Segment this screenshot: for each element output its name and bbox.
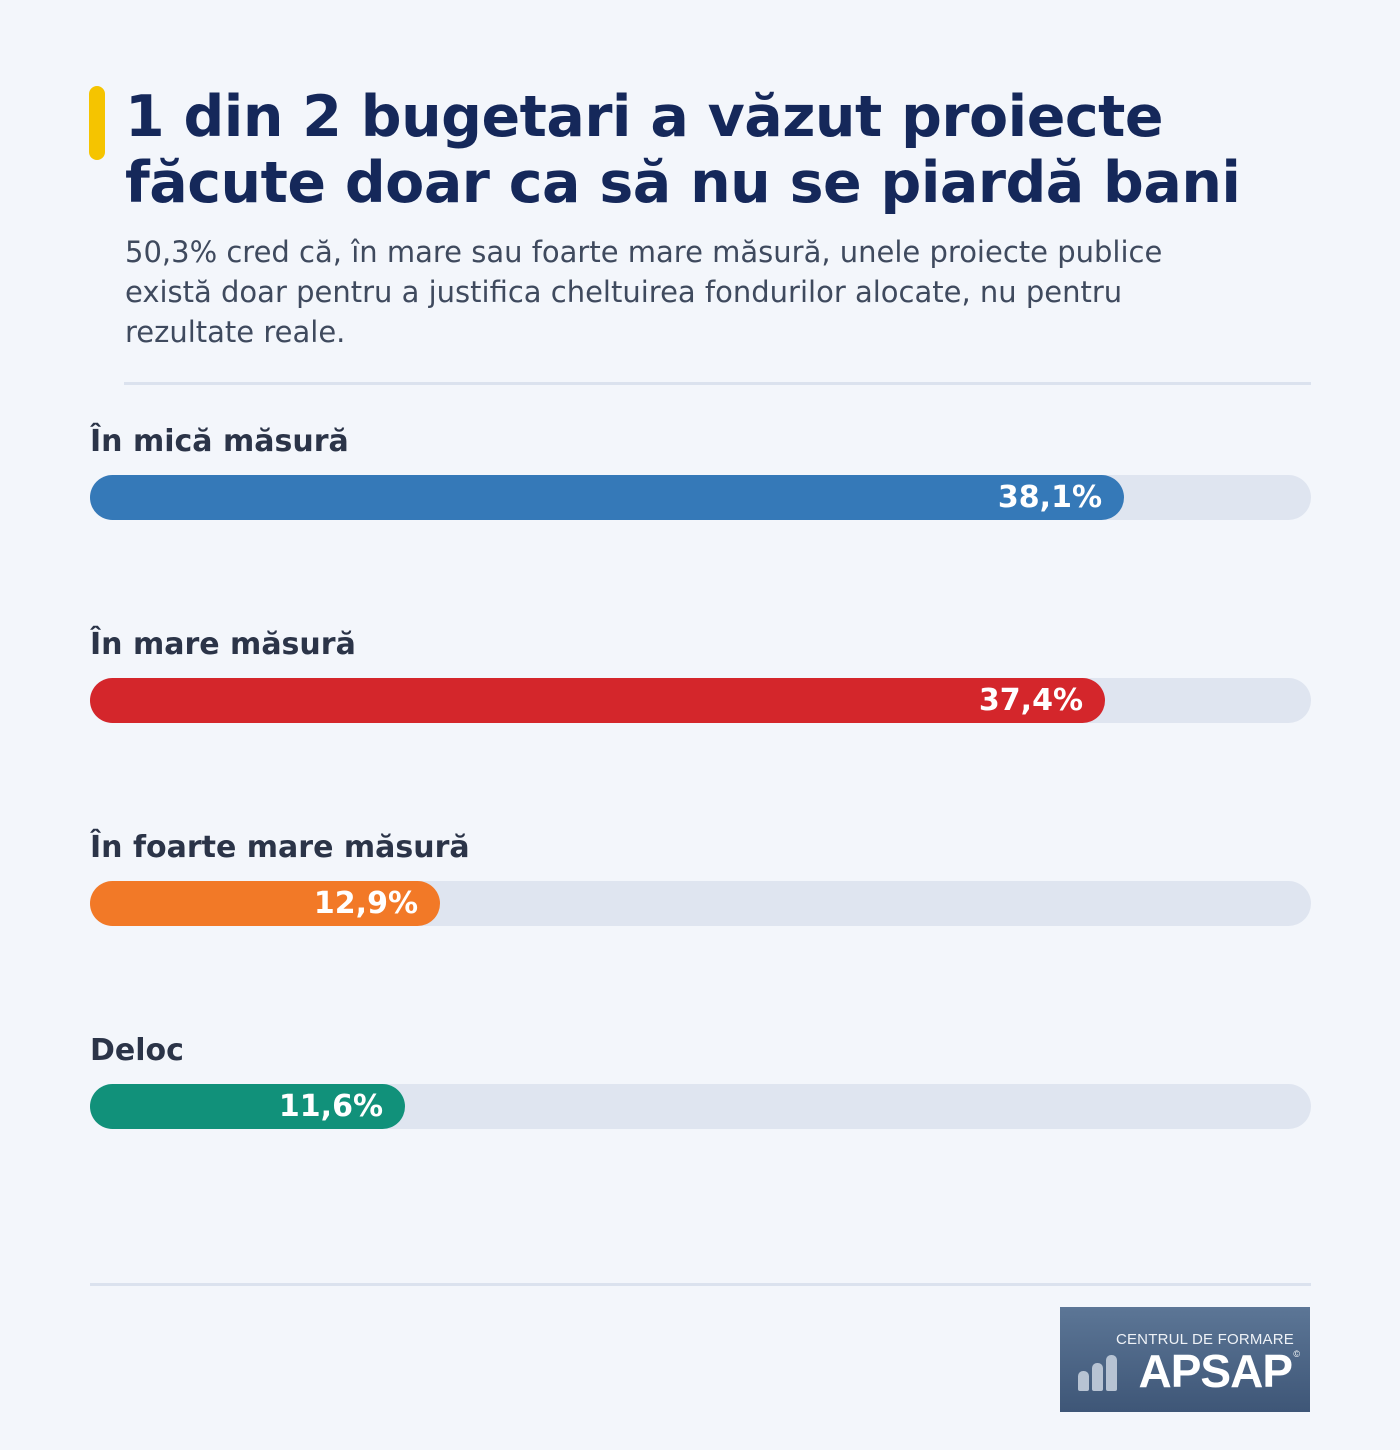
bar-track: 38,1% — [90, 475, 1311, 520]
bar-value-label: 37,4% — [978, 683, 1083, 718]
category-label: În foarte mare măsură — [90, 830, 470, 865]
bar-row: În mare măsură 37,4% — [90, 613, 1311, 816]
copyright-mark: © — [1293, 1349, 1300, 1359]
bar-row: Deloc 11,6% — [90, 1019, 1311, 1222]
bar-track: 12,9% — [90, 881, 1311, 926]
bar-fill: 37,4% — [90, 678, 1105, 723]
logo-subtitle: CENTRUL DE FORMARE — [1115, 1331, 1294, 1348]
apsap-logo: CENTRUL DE FORMARE APSAP © — [1060, 1307, 1310, 1412]
page-title: 1 din 2 bugetari a văzut proiecte făcute… — [125, 84, 1241, 216]
bar-fill: 11,6% — [90, 1084, 405, 1129]
bar-track: 11,6% — [90, 1084, 1311, 1129]
category-label: În mare măsură — [90, 627, 356, 662]
bar-chart: În mică măsură 38,1% În mare măsură 37,4% În… — [90, 410, 1311, 1222]
category-label: În mică măsură — [90, 424, 349, 459]
bar-row: În mică măsură 38,1% — [90, 410, 1311, 613]
bar-value-label: 38,1% — [997, 480, 1102, 515]
divider-bottom — [90, 1283, 1311, 1286]
bar-fill: 38,1% — [90, 475, 1124, 520]
bar-row: În foarte mare măsură 12,9% — [90, 816, 1311, 1019]
page-subtitle: 50,3% cred că, în mare sau foarte mare m… — [125, 235, 1163, 349]
divider-top — [124, 382, 1311, 385]
bar-value-label: 11,6% — [278, 1089, 383, 1124]
category-label: Deloc — [90, 1033, 184, 1068]
bar-chart-icon — [1078, 1345, 1128, 1391]
bar-value-label: 12,9% — [313, 886, 418, 921]
title-accent-bar — [89, 86, 105, 160]
bar-track: 37,4% — [90, 678, 1311, 723]
logo-wordmark: APSAP — [1138, 1345, 1293, 1397]
bar-fill: 12,9% — [90, 881, 440, 926]
